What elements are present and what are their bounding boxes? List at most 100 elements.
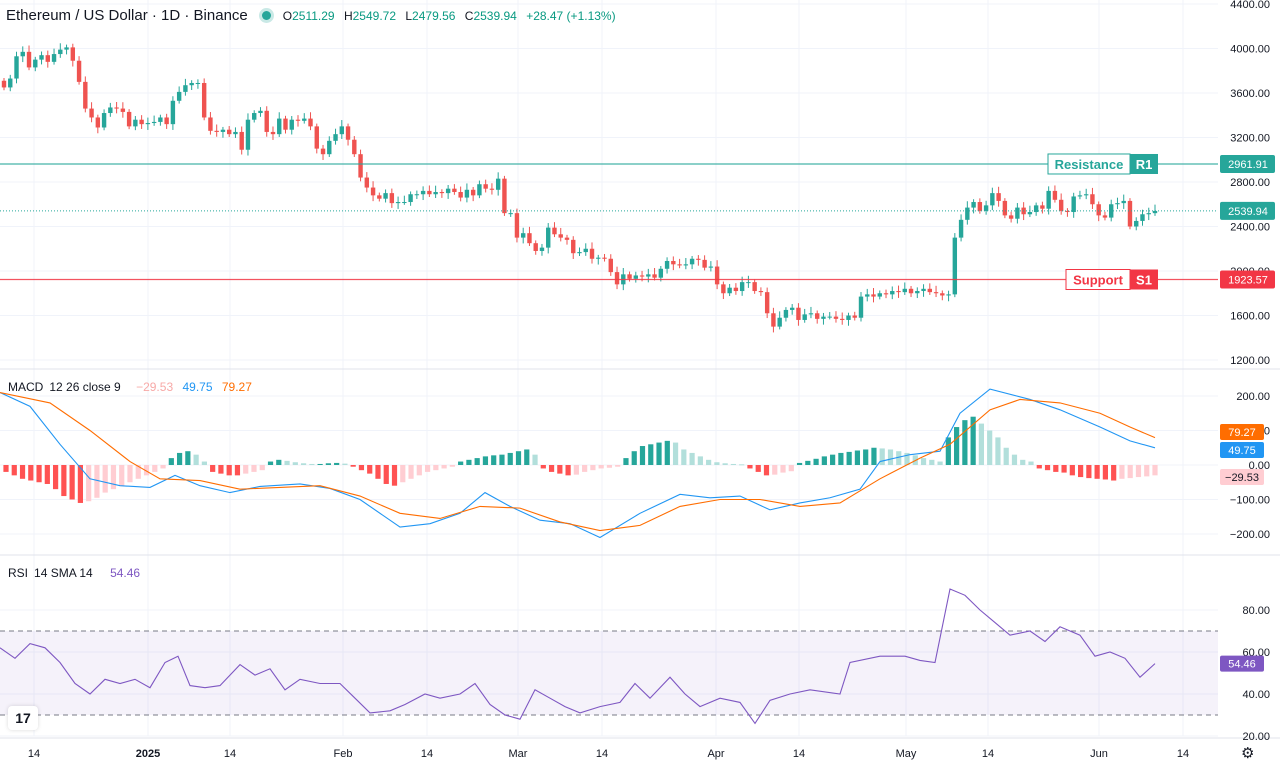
macd-legend[interactable]: MACD 12 26 close 9 −29.53 49.75 79.27 [8, 380, 252, 394]
candle-body [789, 307, 795, 310]
macd-histogram-bar [176, 452, 183, 465]
macd-histogram-bar [970, 416, 976, 465]
candle-body [558, 234, 563, 238]
macd-histogram-bar [193, 454, 199, 465]
candle-body [915, 291, 920, 294]
candle-body [1015, 207, 1020, 219]
candle-body [452, 188, 457, 193]
macd-histogram-bar [730, 463, 737, 465]
candle-body [821, 316, 826, 319]
macd-histogram-bar [218, 465, 224, 474]
macd-tick-label: 200.00 [1236, 391, 1270, 403]
time-tick-label: 14 [224, 748, 236, 760]
macd-histogram-bar [52, 465, 59, 490]
candle-body [358, 154, 363, 178]
candle-body [414, 194, 420, 196]
macd-histogram-bar [846, 451, 852, 465]
macd-histogram-bar [441, 465, 447, 469]
macd-histogram-bar [631, 451, 637, 465]
candle-body [108, 107, 113, 114]
candle-body [226, 129, 232, 135]
low-value: 2479.56 [412, 8, 456, 23]
candle-body [183, 85, 188, 92]
open-value: 2511.29 [292, 8, 335, 23]
y-axis[interactable]: 4400.00 4000.00 3600.00 3200.00 2800.00 2400.… [1220, 0, 1275, 743]
macd-histogram-bar [904, 452, 910, 465]
macd-histogram-bar [375, 465, 381, 479]
candle-body [39, 55, 44, 60]
tradingview-logo-icon[interactable]: 17 [8, 706, 38, 730]
macd-histogram-bar [854, 450, 861, 465]
macd-histogram-bar [168, 458, 174, 465]
macd-histogram-bar [77, 465, 83, 503]
macd-histogram-bar [582, 465, 588, 472]
rsi-tick-label: 80.00 [1242, 605, 1270, 617]
macd-histogram-bar [160, 465, 166, 469]
rsi-tick-label: 40.00 [1242, 689, 1270, 701]
candle-body [51, 54, 57, 62]
candle-body [764, 292, 770, 314]
candle-body [245, 119, 251, 150]
candle-body [402, 202, 407, 204]
rsi-value-box [1220, 655, 1264, 672]
macd-histogram-bar [821, 456, 827, 465]
symbol-title[interactable]: Ethereum / US Dollar · 1D · Binance [6, 7, 248, 24]
candle-body [996, 193, 1001, 201]
macd-histogram-bar [234, 465, 241, 476]
candle-body [445, 188, 451, 194]
macd-histogram-bar [1078, 465, 1084, 478]
low-label: L [405, 8, 413, 23]
candle-body [921, 288, 926, 292]
macd-line-value: 49.75 [182, 380, 213, 394]
candle-body [145, 123, 151, 125]
candle-body [658, 268, 664, 278]
candle-body [627, 274, 632, 279]
macd-histogram-bar [69, 465, 75, 500]
candle-body [852, 315, 857, 318]
candle-body [833, 316, 839, 319]
macd-histogram-bar [706, 459, 712, 465]
rsi-legend[interactable]: RSI 14 SMA 14 54.46 [8, 566, 140, 580]
macd-histogram-bar [1102, 465, 1109, 480]
price-tick-label: 2800.00 [1230, 177, 1270, 189]
macd-histogram-bar [565, 465, 571, 476]
candle-body [1096, 204, 1101, 216]
macd-histogram-bar [1028, 461, 1034, 465]
x-axis[interactable]: 14 2025 14 Feb 14 Mar 14 Apr 14 May 14 Jun 14 [28, 748, 1189, 760]
candle-body [495, 178, 501, 190]
candle-body [808, 313, 814, 315]
macd-histogram-bar [334, 462, 340, 465]
macd-signal-line [0, 392, 1156, 532]
candle-body [464, 189, 470, 198]
macd-signal-badge-box [1220, 424, 1264, 440]
time-tick-label: May [896, 748, 917, 760]
candle-body [777, 317, 782, 327]
macd-histogram-bar [954, 427, 960, 465]
macd-histogram-bar [259, 465, 265, 471]
macd-histogram-bar [664, 440, 670, 465]
candle-body [890, 291, 895, 295]
candle-body [295, 119, 301, 121]
gear-icon[interactable]: ⚙ [1241, 745, 1255, 762]
macd-histogram-bar [309, 463, 315, 465]
macd-histogram-bar [342, 463, 348, 465]
macd-histogram-bar [383, 465, 389, 484]
candle-body [1077, 195, 1083, 197]
candle-body [1121, 200, 1126, 204]
candle-body [940, 293, 945, 296]
candle-body [170, 100, 176, 125]
time-tick-label: Feb [334, 748, 353, 760]
macd-histogram-bar [135, 465, 141, 479]
candle-body [1090, 194, 1095, 205]
time-tick-label: 14 [793, 748, 805, 760]
candle-body [252, 113, 257, 120]
time-tick-label: 14 [1177, 748, 1189, 760]
candle-body [1083, 194, 1089, 196]
candle-body [758, 291, 764, 293]
macd-tick-label: −100.00 [1230, 495, 1270, 507]
candle-body [1152, 210, 1158, 214]
macd-histogram-bar [433, 465, 439, 471]
candle-body [546, 227, 551, 248]
macd-histogram-bar [325, 463, 331, 465]
